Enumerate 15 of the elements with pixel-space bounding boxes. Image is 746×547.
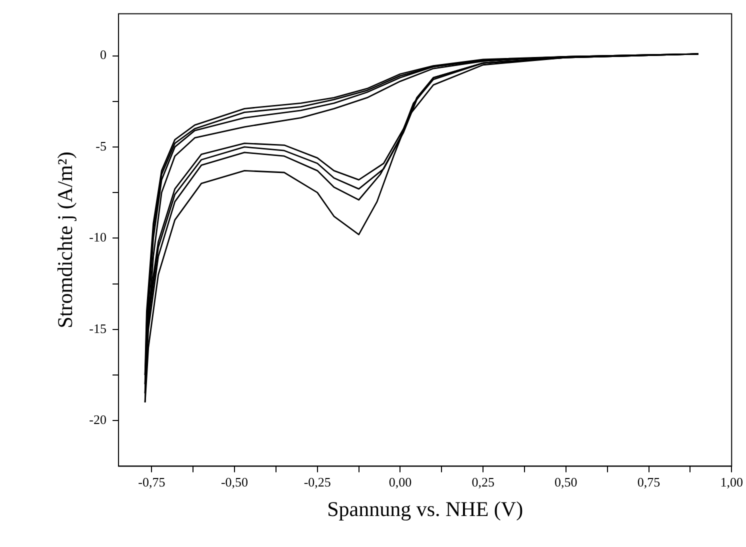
y-axis-title: Stromdichte j (A/m²) [53,152,78,328]
x-tick-label: 0,00 [388,474,412,490]
y-tick-label: 0 [100,47,107,62]
x-tick-label: -0,50 [220,474,248,490]
x-tick-label: -0,25 [304,474,331,490]
y-tick-label: -15 [89,320,107,336]
x-tick-label: 1,00 [720,474,743,490]
x-tick-label: 0,75 [637,474,660,490]
y-tick-label: -5 [96,138,107,154]
x-tick-label: -0,75 [138,474,166,490]
x-axis-title: Spannung vs. NHE (V) [327,496,524,521]
x-tick-label: 0,25 [472,474,494,490]
x-tick-label: 0,50 [554,474,578,490]
y-tick-label: -20 [89,412,107,428]
y-tick-label: -10 [89,230,107,245]
